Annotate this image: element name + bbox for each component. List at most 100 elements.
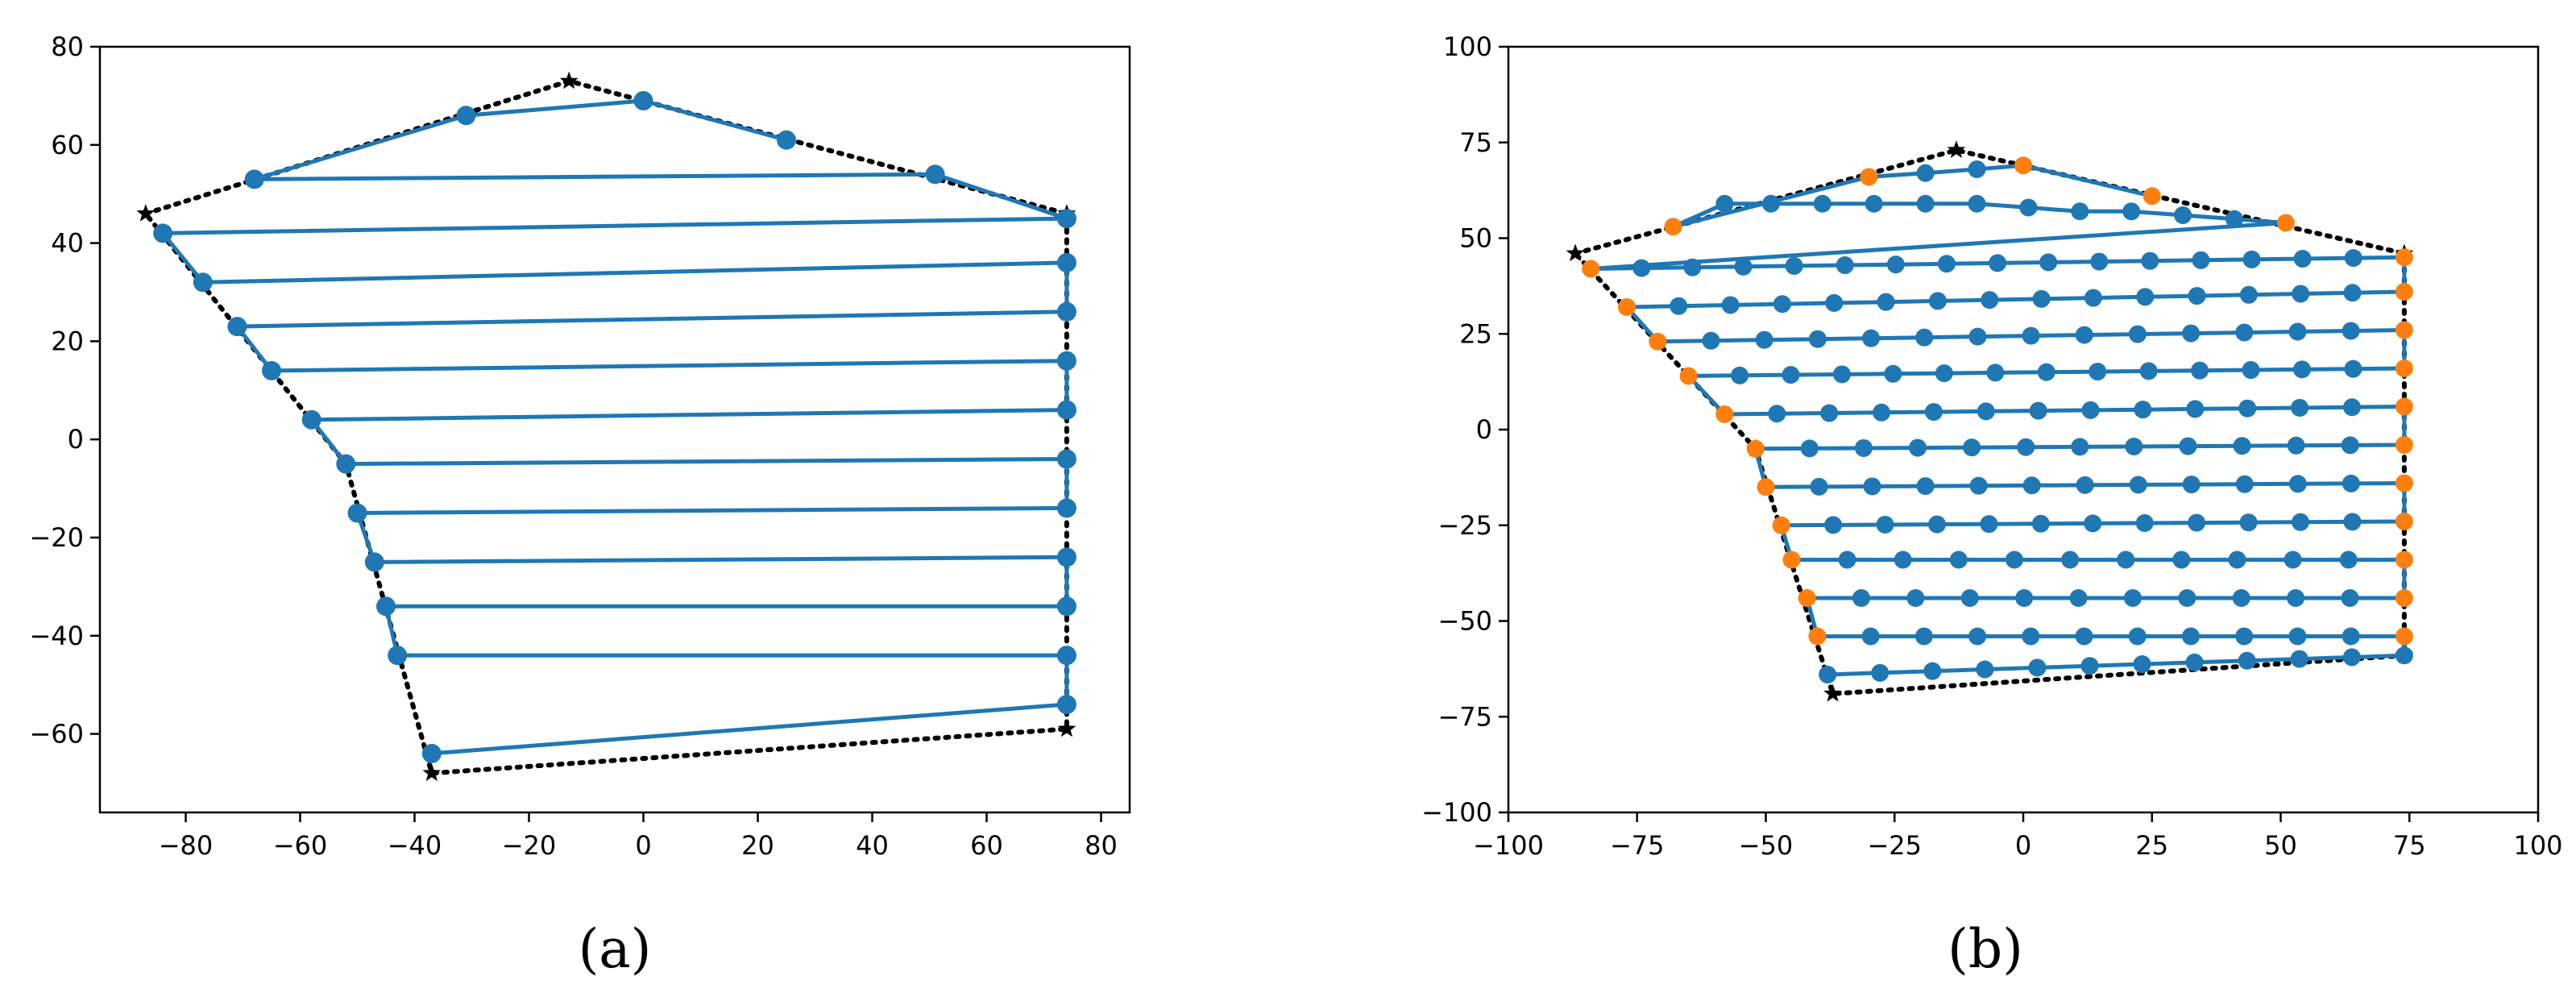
panel-b-waypoint: [2135, 513, 2154, 532]
panel-b-waypoint: [2017, 438, 2035, 456]
panel-b-edge-waypoint: [2395, 589, 2413, 607]
panel-b-waypoint: [1914, 627, 1933, 646]
panel-b-plot: −100 −75 −50 −25 0 25 50 75 100 −100 −75 −50 −25 0 25 5…: [1421, 31, 2562, 861]
panel-b-waypoint: [2081, 401, 2100, 419]
panel-b-waypoint: [2129, 476, 2147, 494]
panel-b-waypoint: [2228, 550, 2246, 569]
panel-b-edge-waypoint: [2395, 359, 2413, 377]
panel-b-waypoint: [1969, 476, 1988, 495]
panel-0-y-tick-label: 80: [51, 31, 84, 62]
panel-a-waypoint: [1056, 547, 1076, 567]
panel-b-edge-waypoint: [1746, 439, 1765, 458]
panel-b-boundary-line: [1573, 147, 2407, 696]
panel-a-waypoint: [1056, 646, 1076, 666]
panel-a-boundary-vertex: [1057, 719, 1076, 737]
panel-b-edge-waypoint: [2014, 156, 2032, 175]
panel-b-waypoint: [1824, 516, 1843, 534]
panel-b-waypoint: [2022, 627, 2040, 646]
panel-1-y-tick-label: 100: [1443, 31, 1492, 62]
panel-b-coverage-path: [1588, 163, 2407, 677]
panel-b-waypoint: [2076, 476, 2094, 494]
panel-b-edge-waypoint: [1715, 405, 1734, 423]
panel-b-waypoint: [2019, 198, 2038, 217]
panel-1-x-tick-label: 100: [2513, 830, 2562, 861]
panel-1-x-tick-label: −75: [1610, 830, 1665, 861]
panel-a-waypoint: [227, 317, 247, 337]
panel-0-x-tick-label: 80: [1085, 830, 1118, 861]
panel-b-waypoint: [1968, 327, 1987, 346]
panel-b-waypoint: [1800, 439, 1819, 458]
panel-b-edge-waypoint: [1679, 367, 1698, 385]
panel-0-x-tick-label: −60: [273, 830, 328, 861]
panel-b-waypoint: [1923, 662, 1942, 680]
panel-1-x-tick-label: −50: [1739, 830, 1794, 861]
panel-b-waypoint: [2242, 361, 2260, 380]
panel-1-y-tick-label: 25: [1459, 318, 1492, 349]
panel-b-edge-waypoint: [1649, 332, 1667, 351]
panel-b-edge-waypoint: [2395, 283, 2413, 301]
panel-b-waypoint: [1734, 257, 1753, 276]
panel-b-waypoint: [2188, 287, 2206, 305]
panel-b-waypoint: [1813, 194, 1831, 213]
panel-a-waypoint: [376, 596, 396, 617]
panel-b-waypoint: [1863, 477, 1881, 496]
panel-a-waypoint: [347, 503, 367, 523]
panel-b-waypoint: [2071, 438, 2089, 456]
panel-b-waypoint: [1820, 404, 1839, 422]
panel-b-waypoint: [2288, 322, 2307, 341]
panel-b-waypoint: [2031, 514, 2050, 533]
panel-b-waypoint: [2181, 627, 2200, 646]
panel-b-waypoint: [2022, 476, 2041, 495]
panel-1-y-tick-label: 75: [1459, 127, 1492, 158]
panel-0-x-tick-label: 60: [970, 830, 1003, 861]
panel-b-edge-waypoint: [2395, 397, 2413, 416]
panel-b-edge-waypoint: [1798, 589, 1816, 607]
panel-b-waypoint: [2242, 250, 2261, 268]
panel-a-waypoint: [633, 90, 653, 110]
panel-b-boundary-vertex: [1947, 140, 1966, 158]
panel-b-waypoint: [1989, 254, 2007, 272]
panel-b-waypoint: [2341, 589, 2359, 607]
panel-1-x-tick-label: 75: [2393, 830, 2426, 861]
panel-1-x-tick-label: 50: [2264, 830, 2297, 861]
panel-b-waypoint: [2344, 249, 2362, 268]
panel-1-y-tick-label: −100: [1421, 797, 1492, 828]
panel-b-waypoint: [1976, 660, 1994, 679]
panel-b-frame: [1507, 45, 2540, 814]
panel-b-waypoint: [2290, 650, 2308, 668]
panel-b-waypoint: [2239, 285, 2258, 304]
panel-b-waypoint: [2090, 252, 2109, 271]
panel-b-waypoint: [2291, 513, 2309, 531]
panel-b-waypoint: [2284, 550, 2302, 569]
panel-b-waypoint: [1915, 328, 1934, 347]
panel-1-y-tick-label: −25: [1437, 510, 1492, 541]
panel-b-waypoint: [2123, 589, 2142, 607]
panel-b-waypoint: [2032, 289, 2051, 308]
panel-b-waypoint: [1968, 160, 1986, 178]
panel-b-waypoint: [1836, 256, 1854, 275]
panel-b-waypoint: [1782, 366, 1800, 384]
panel-b-waypoint: [2141, 251, 2159, 270]
panel-b-waypoint: [1862, 329, 1881, 347]
panel-b-waypoint: [1968, 194, 1986, 213]
panel-b-edge-waypoint: [1782, 550, 1801, 569]
panel-b-waypoint: [2182, 476, 2201, 494]
panel-b-waypoint: [1935, 364, 1953, 383]
panel-b-edge-waypoint: [2395, 513, 2413, 530]
panel-b-waypoint: [1768, 405, 1786, 423]
panel-0-y-tick-label: 20: [51, 326, 84, 356]
panel-b-waypoint: [1894, 550, 1912, 569]
panel-b-edge-waypoint: [1808, 627, 1827, 646]
panel-b-waypoint: [1981, 291, 1999, 309]
panel-a-coverage-path: [160, 98, 1069, 756]
panel-b-edge-waypoint: [2395, 248, 2413, 267]
panel-b-waypoint: [2128, 627, 2147, 646]
panel-a: −80 −60 −40 −20 0 20 40 60 80−60−40−20020406080 …: [29, 31, 1131, 980]
panel-b-edge-waypoint: [2395, 436, 2413, 454]
panel-a-waypoint: [1056, 400, 1076, 420]
panel-b-waypoint: [1906, 589, 1925, 607]
panel-1-x-tick-label: 25: [2135, 830, 2168, 861]
panel-0-y-tick-label: −60: [29, 719, 84, 750]
panel-b-waypoint: [2089, 363, 2107, 381]
panel-b-waypoint: [2291, 398, 2309, 417]
